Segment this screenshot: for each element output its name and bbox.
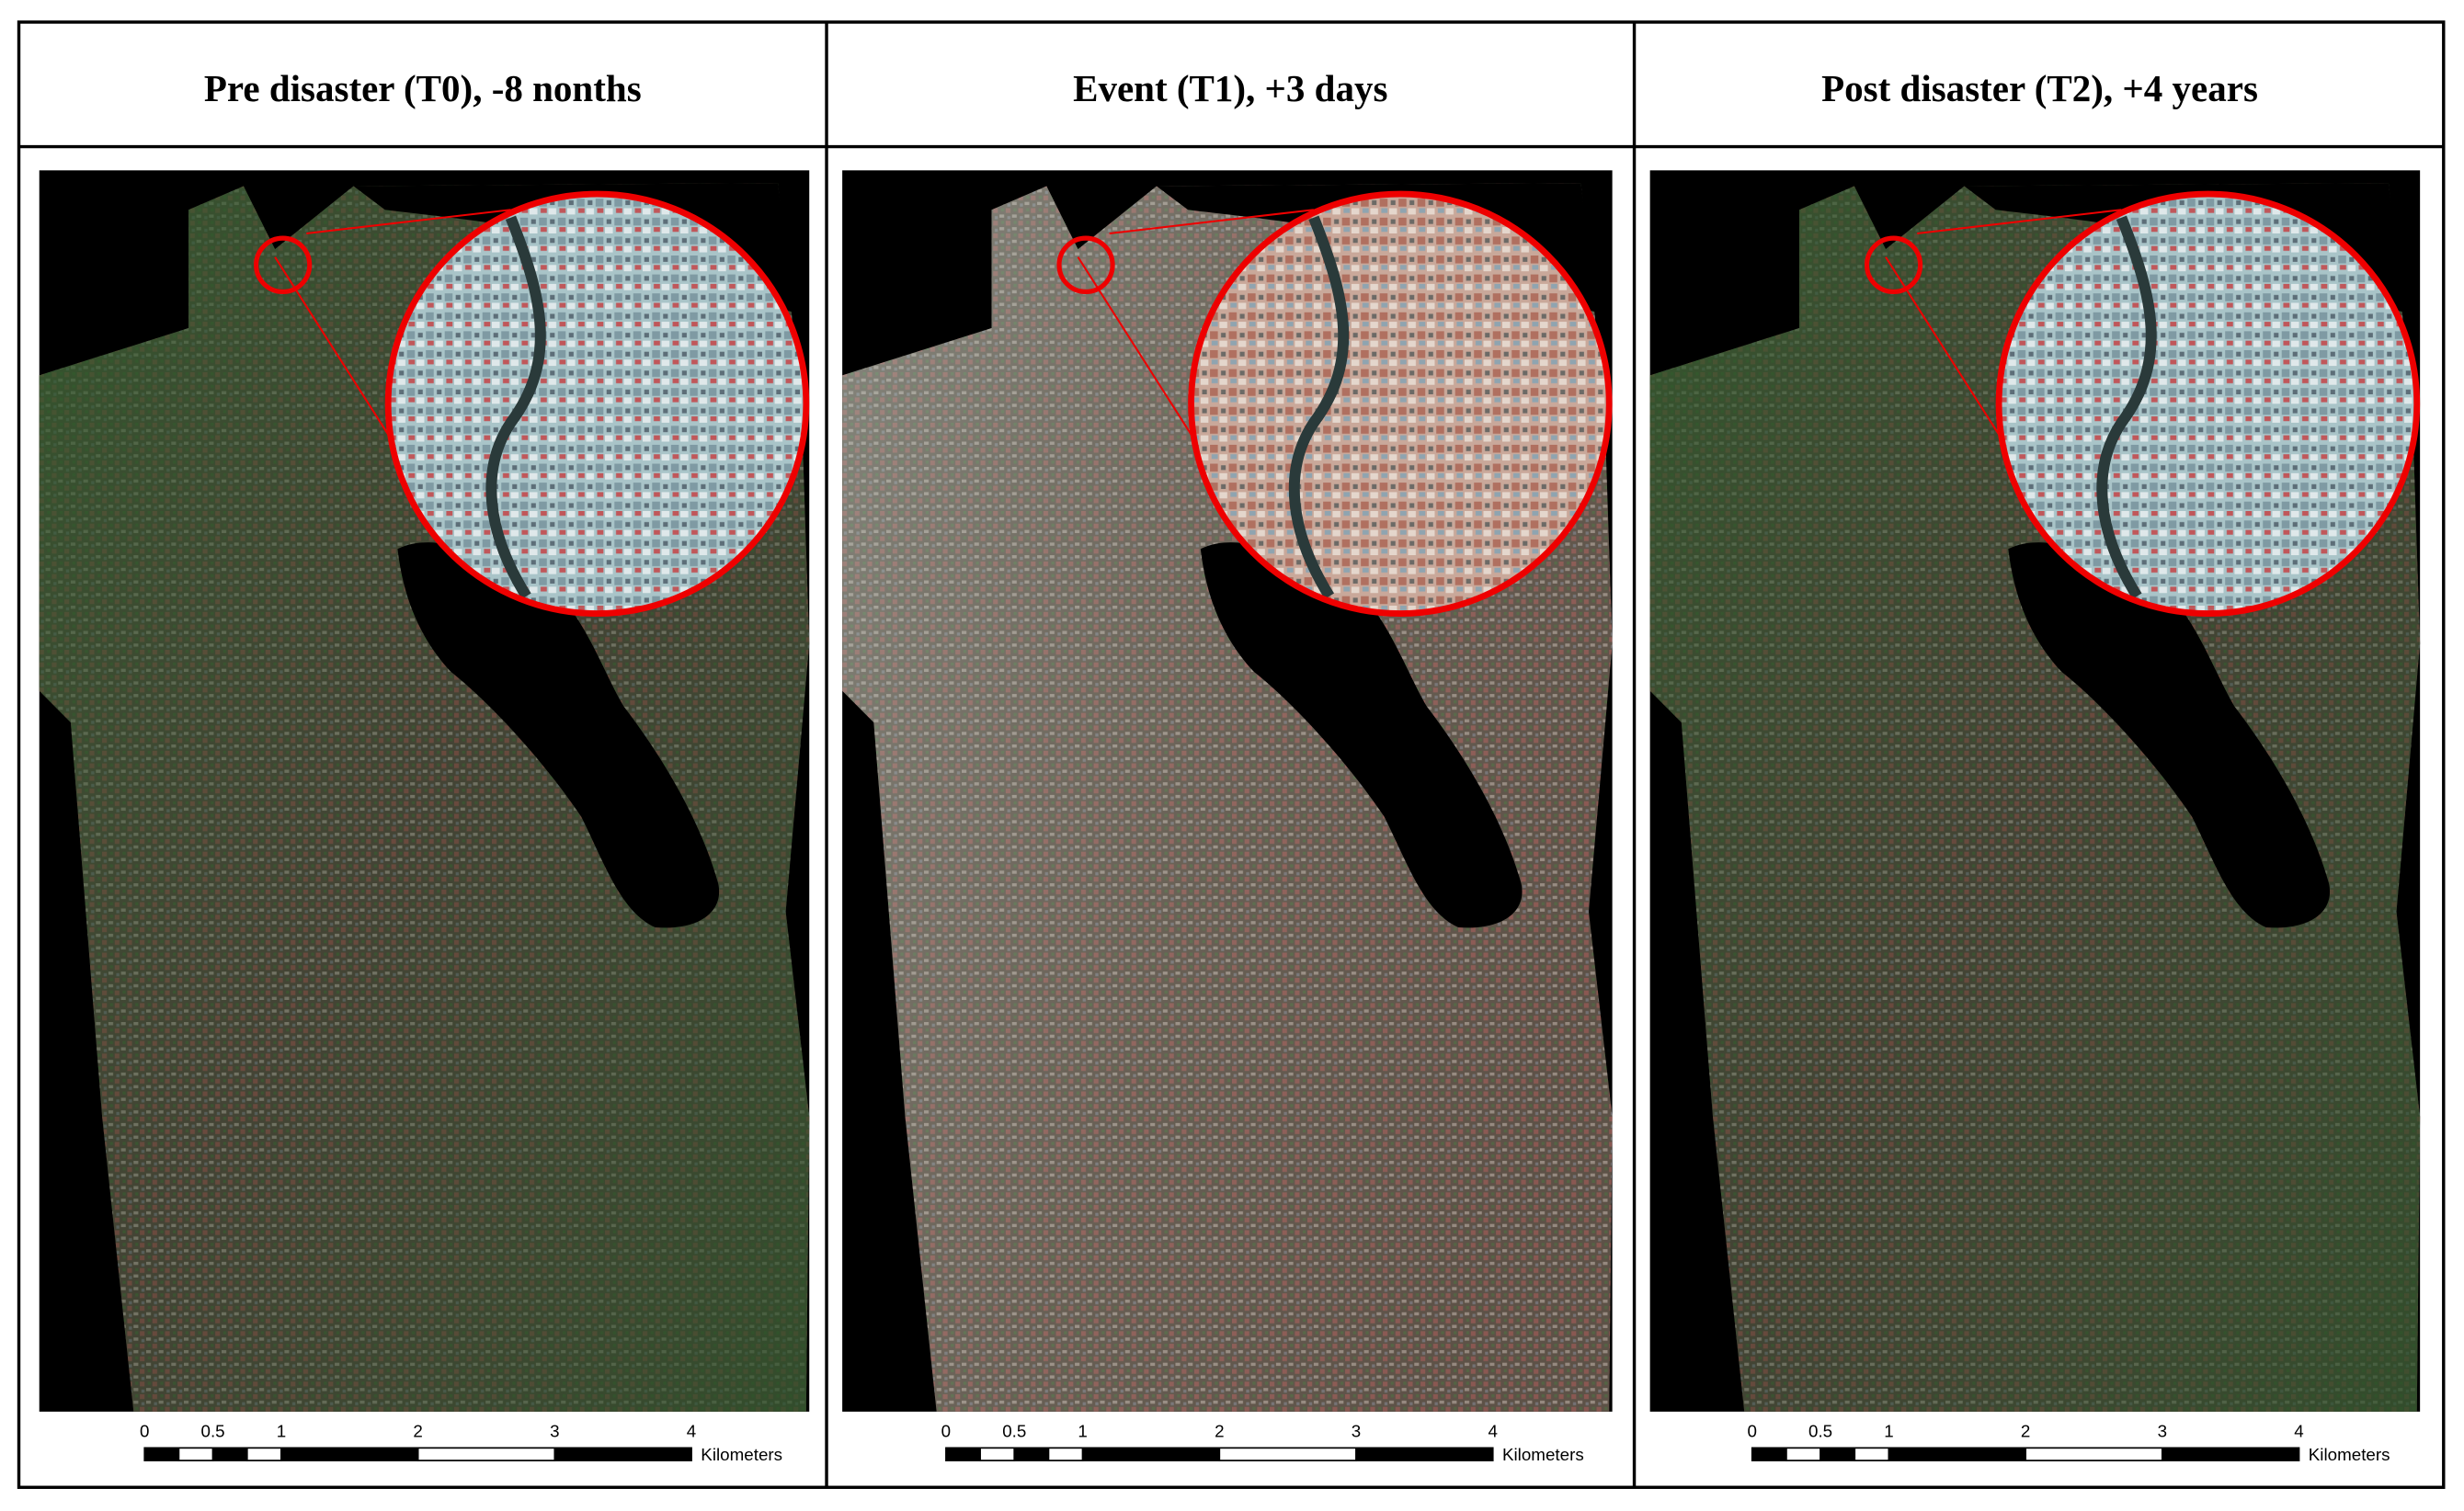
scale-segment [553,1447,692,1461]
zoom-marker [254,235,313,295]
satellite-image [842,170,1613,1412]
scale-unit: Kilometers [1502,1445,1584,1464]
satellite-image [1649,170,2421,1412]
scale-segment [1888,1447,2026,1461]
scale-label: 1 [1078,1421,1087,1440]
river [485,215,546,599]
satellite-image [39,170,810,1412]
scale-segment [1751,1447,1787,1461]
zoom-line [306,209,511,235]
scale-label: 3 [550,1421,559,1440]
scale-segment [416,1447,556,1461]
scale-segment [280,1447,419,1461]
panel-title: Event (T1), +3 days [1073,67,1387,109]
scale-label: 0 [140,1421,149,1440]
bay [397,542,720,928]
panel-title: Post disaster (T2), +4 years [1821,67,2258,109]
scale-segment [1355,1447,1494,1461]
zoom-marker [1864,235,1923,295]
scale-segment [177,1447,214,1461]
scale-label: 0 [1748,1421,1757,1440]
scale-segment [1819,1447,1856,1461]
panel-title: Pre disaster (T0), -8 nonths [204,67,642,109]
scale-label: 1 [277,1421,286,1440]
scale-label: 2 [1215,1421,1224,1440]
scale-label: 3 [1352,1421,1361,1440]
scale-segment [1218,1447,1357,1461]
scale-label: 1 [1884,1421,1893,1440]
zoom-line [1109,209,1314,235]
scale-segment [2025,1447,2163,1461]
scale-segment [1047,1447,1084,1461]
scale-label: 4 [1488,1421,1497,1440]
scale-segment [2161,1447,2300,1461]
scale-segment [211,1447,248,1461]
scale-segment [1081,1447,1221,1461]
scale-label: 0.5 [1808,1421,1832,1440]
river [2096,215,2157,599]
frame [17,20,2446,1489]
river [1288,215,1350,599]
scale-unit: Kilometers [701,1445,782,1464]
scale-segment [945,1447,981,1461]
bay [1200,542,1523,928]
scale-segment [979,1447,1016,1461]
scale-segment [245,1447,282,1461]
scale-label: 2 [413,1421,422,1440]
scale-label: 3 [2158,1421,2167,1440]
scale-label: 0.5 [1002,1421,1026,1440]
bay [2008,542,2331,928]
scale-label: 0 [941,1421,951,1440]
zoom-line [1917,209,2122,235]
scale-label: 4 [2294,1421,2303,1440]
scale-segment [1013,1447,1050,1461]
scale-segment [143,1447,180,1461]
zoom-marker [1056,235,1115,295]
scale-segment [1854,1447,1890,1461]
scale-segment [1785,1447,1821,1461]
zoom-circle [1995,190,2421,617]
scale-unit: Kilometers [2309,1445,2390,1464]
scale-label: 2 [2021,1421,2030,1440]
scale-label: 4 [687,1421,696,1440]
zoom-circle [384,190,810,617]
scale-label: 0.5 [201,1421,225,1440]
zoom-circle [1188,190,1613,617]
